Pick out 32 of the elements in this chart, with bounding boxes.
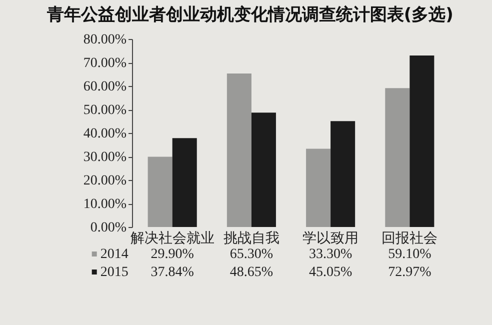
- x-tick-label: 挑战自我: [223, 230, 280, 246]
- x-tick-label: 学以致用: [302, 230, 359, 246]
- bar: [410, 56, 434, 227]
- data-label: 59.10%: [388, 247, 432, 262]
- data-label: 33.30%: [308, 247, 352, 262]
- data-label: 72.97%: [388, 265, 432, 280]
- data-label: 48.65%: [230, 265, 274, 280]
- data-label: 65.30%: [230, 247, 274, 262]
- legend-label: 2014: [100, 247, 128, 262]
- bar: [306, 148, 331, 227]
- y-tick-label: 10.00%: [83, 197, 127, 212]
- data-label: 37.84%: [150, 265, 194, 280]
- y-tick-label: 30.00%: [83, 150, 127, 165]
- bar: [226, 74, 252, 227]
- data-label: 45.05%: [308, 265, 352, 280]
- x-tick-label: 解决社会就业: [130, 230, 214, 246]
- chart-title: 青年公益创业者创业动机变化情况调查统计图表(多选): [46, 5, 454, 25]
- bar: [330, 121, 356, 227]
- y-tick-label: 70.00%: [83, 56, 127, 71]
- bar: [172, 138, 197, 227]
- x-tick-label: 回报社会: [382, 230, 438, 246]
- y-tick-label: 20.00%: [83, 174, 127, 188]
- bar: [251, 112, 276, 227]
- bar: [385, 88, 410, 227]
- data-label: 29.90%: [150, 247, 194, 262]
- y-tick-label: 60.00%: [83, 80, 127, 94]
- bar: [148, 156, 172, 227]
- y-tick-label: 50.00%: [83, 103, 127, 118]
- y-tick-label: 40.00%: [83, 126, 127, 142]
- y-tick-label: 80.00%: [83, 32, 127, 48]
- y-tick-label: 0.00%: [90, 220, 127, 236]
- legend-label: 2015: [100, 265, 128, 280]
